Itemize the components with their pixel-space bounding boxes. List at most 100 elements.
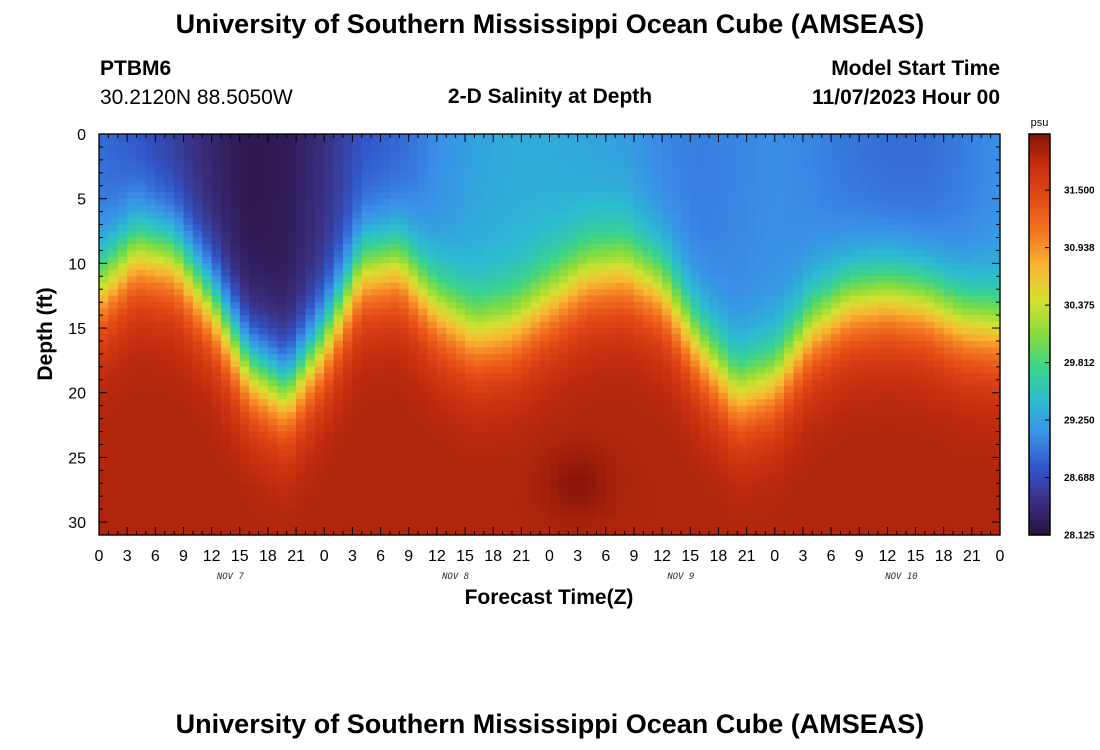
heatmap-cell	[530, 224, 541, 232]
heatmap-cell	[474, 425, 485, 433]
heatmap-cell	[117, 328, 128, 336]
heatmap-cell	[371, 405, 382, 413]
heatmap-cell	[690, 360, 701, 368]
heatmap-cell	[99, 211, 109, 219]
heatmap-cell	[727, 405, 738, 413]
heatmap-cell	[99, 192, 109, 200]
heatmap-cell	[502, 166, 513, 174]
heatmap-cell	[221, 502, 231, 510]
heatmap-cell	[239, 353, 250, 361]
heatmap-cell	[371, 373, 382, 381]
heatmap-cell	[277, 237, 288, 245]
heatmap-cell	[314, 444, 325, 452]
heatmap-cell	[380, 134, 391, 142]
heatmap-cell	[690, 179, 701, 187]
heatmap-cell	[831, 315, 842, 323]
heatmap-cell	[389, 347, 400, 355]
heatmap-cell	[155, 373, 166, 381]
heatmap-cell	[343, 347, 354, 355]
heatmap-cell	[633, 211, 644, 219]
heatmap-cell	[727, 140, 738, 148]
heatmap-cell	[117, 463, 128, 471]
heatmap-cell	[211, 509, 222, 517]
heatmap-cell	[633, 476, 644, 484]
heatmap-cell	[530, 198, 541, 206]
heatmap-cell	[699, 179, 710, 187]
heatmap-cell	[221, 476, 231, 484]
heatmap-cell	[652, 470, 663, 478]
heatmap-cell	[389, 198, 400, 206]
heatmap-cell	[709, 295, 720, 303]
heatmap-cell	[221, 211, 231, 219]
heatmap-cell	[690, 328, 701, 336]
heatmap-cell	[164, 489, 175, 497]
heatmap-cell	[258, 392, 269, 400]
heatmap-cell	[493, 166, 504, 174]
heatmap-cell	[343, 528, 354, 536]
heatmap-cell	[361, 134, 372, 142]
heatmap-cell	[108, 159, 119, 167]
heatmap-cell	[737, 231, 748, 239]
heatmap-cell	[211, 502, 222, 510]
heatmap-cell	[624, 509, 635, 517]
heatmap-cell	[145, 418, 156, 426]
heatmap-cell	[699, 198, 710, 206]
heatmap-cell	[174, 263, 185, 271]
heatmap-cell	[671, 153, 682, 161]
heatmap-cell	[399, 457, 410, 465]
heatmap-cell	[699, 211, 710, 219]
heatmap-cell	[558, 496, 569, 504]
heatmap-cell	[727, 425, 738, 433]
heatmap-cell	[643, 412, 654, 420]
heatmap-cell	[99, 250, 109, 258]
heatmap-cell	[558, 476, 569, 484]
heatmap-cell	[192, 470, 203, 478]
heatmap-cell	[474, 179, 485, 187]
heatmap-cell	[314, 457, 325, 465]
heatmap-cell	[314, 476, 325, 484]
heatmap-cell	[136, 256, 147, 264]
heatmap-cell	[549, 134, 560, 142]
heatmap-cell	[258, 172, 269, 180]
heatmap-cell	[465, 366, 476, 374]
heatmap-cell	[812, 334, 823, 342]
heatmap-cell	[662, 360, 673, 368]
heatmap-cell	[183, 405, 194, 413]
heatmap-cell	[380, 140, 391, 148]
heatmap-cell	[727, 522, 738, 530]
heatmap-cell	[709, 522, 720, 530]
heatmap-cell	[709, 470, 720, 478]
heatmap-cell	[680, 334, 691, 342]
heatmap-cell	[840, 502, 851, 510]
heatmap-cell	[211, 405, 222, 413]
heatmap-cell	[249, 334, 260, 342]
heatmap-cell	[568, 457, 579, 465]
heatmap-cell	[108, 483, 119, 491]
heatmap-cell	[221, 347, 231, 355]
heatmap-cell	[493, 425, 504, 433]
heatmap-cell	[633, 392, 644, 400]
heatmap-cell	[793, 399, 804, 407]
heatmap-cell	[258, 386, 269, 394]
heatmap-cell	[221, 470, 231, 478]
heatmap-cell	[389, 211, 400, 219]
heatmap-cell	[671, 315, 682, 323]
heatmap-cell	[389, 502, 400, 510]
heatmap-cell	[549, 172, 560, 180]
heatmap-cell	[455, 302, 466, 310]
heatmap-cell	[192, 476, 203, 484]
heatmap-cell	[558, 399, 569, 407]
heatmap-cell	[127, 276, 138, 284]
heatmap-cell	[164, 159, 175, 167]
heatmap-cell	[474, 444, 485, 452]
heatmap-cell	[99, 308, 109, 316]
heatmap-cell	[183, 282, 194, 290]
heatmap-cell	[389, 205, 400, 213]
heatmap-cell	[624, 231, 635, 239]
heatmap-cell	[746, 437, 757, 446]
heatmap-cell	[267, 476, 278, 484]
heatmap-cell	[615, 431, 626, 439]
heatmap-cell	[211, 463, 222, 471]
heatmap-cell	[821, 489, 832, 497]
heatmap-cell	[502, 340, 513, 349]
